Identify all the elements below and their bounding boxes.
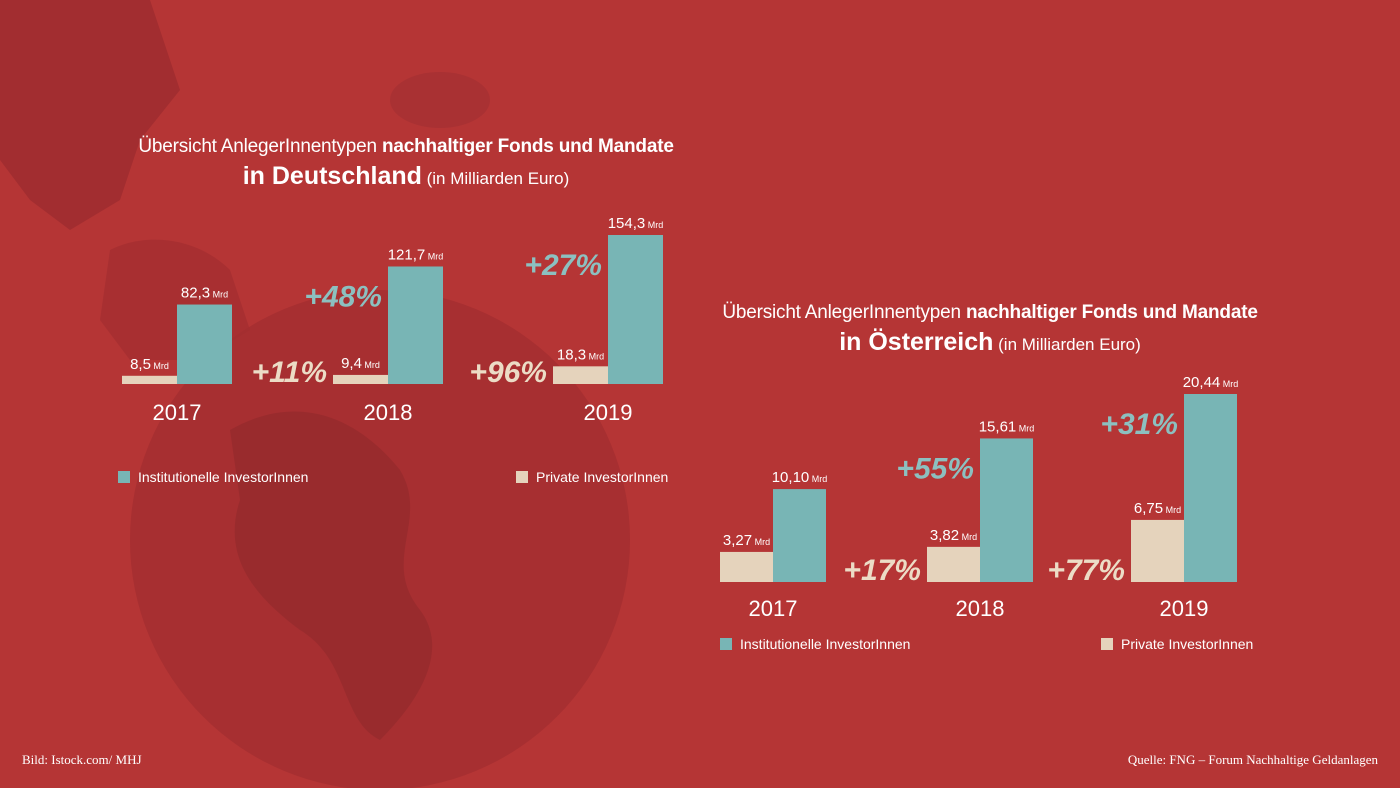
image-credit: Bild: Istock.com/ MHJ xyxy=(22,752,142,767)
value-label-institutional-2017: 10,10 Mrd xyxy=(772,469,828,486)
year-label-2017: 2017 xyxy=(153,400,202,425)
legend-swatch-private xyxy=(516,471,528,483)
germany-title: Übersicht AnlegerInnentypen nachhaltiger… xyxy=(106,136,706,191)
growth-label-private-2019: +96% xyxy=(469,356,547,389)
legend-swatch-institutional xyxy=(720,638,732,650)
value-label-private-2018: 9,4 Mrd xyxy=(341,355,380,372)
value-label-institutional-2019: 20,44 Mrd xyxy=(1183,374,1239,391)
growth-label-private-2019: +77% xyxy=(1047,554,1125,587)
growth-label-institutional-2018: +55% xyxy=(896,452,974,485)
legend-label-private: Private InvestorInnen xyxy=(1121,636,1253,652)
coin-shape xyxy=(390,72,490,128)
legend-label-institutional: Institutionelle InvestorInnen xyxy=(138,469,308,485)
bar-private-2017 xyxy=(122,375,177,384)
legend-swatch-institutional xyxy=(118,471,130,483)
value-label-private-2017: 8,5 Mrd xyxy=(130,356,169,373)
bar-institutional-2017 xyxy=(773,489,826,582)
bar-institutional-2018 xyxy=(388,266,443,384)
bar-institutional-2019 xyxy=(608,235,663,384)
growth-label-institutional-2019: +27% xyxy=(524,249,602,282)
growth-label-private-2018: +11% xyxy=(252,356,327,389)
legend-label-institutional: Institutionelle InvestorInnen xyxy=(740,636,910,652)
austria-title-line1: Übersicht AnlegerInnentypen nachhaltiger… xyxy=(722,302,1258,323)
bar-private-2017 xyxy=(720,551,773,582)
bar-institutional-2018 xyxy=(980,438,1033,582)
bar-private-2018 xyxy=(927,546,980,582)
germany-title-line1: Übersicht AnlegerInnentypen nachhaltiger… xyxy=(138,136,674,157)
hand-silhouette xyxy=(0,0,180,230)
value-label-institutional-2019: 154,3 Mrd xyxy=(608,215,664,232)
year-label-2018: 2018 xyxy=(364,400,413,425)
value-label-private-2018: 3,82 Mrd xyxy=(930,527,977,544)
year-label-2018: 2018 xyxy=(956,596,1005,621)
legend-label-private: Private InvestorInnen xyxy=(536,469,668,485)
bar-private-2018 xyxy=(333,374,388,384)
value-label-private-2017: 3,27 Mrd xyxy=(723,532,770,549)
austria-title-line2: in Österreich (in Milliarden Euro) xyxy=(839,328,1141,356)
value-label-institutional-2017: 82,3 Mrd xyxy=(181,285,228,302)
value-label-institutional-2018: 121,7 Mrd xyxy=(388,246,444,263)
germany-title-line2: in Deutschland (in Milliarden Euro) xyxy=(242,162,570,190)
value-label-private-2019: 18,3 Mrd xyxy=(557,346,604,363)
source-credit: Quelle: FNG – Forum Nachhaltige Geldanla… xyxy=(1127,752,1378,767)
bar-private-2019 xyxy=(553,366,608,384)
growth-label-private-2018: +17% xyxy=(843,554,921,587)
growth-label-institutional-2018: +48% xyxy=(304,280,382,313)
bar-institutional-2017 xyxy=(177,304,232,384)
continent-shape xyxy=(230,411,433,740)
bar-institutional-2019 xyxy=(1184,394,1237,582)
growth-label-institutional-2019: +31% xyxy=(1100,408,1178,441)
bar-private-2019 xyxy=(1131,519,1184,582)
year-label-2017: 2017 xyxy=(749,596,798,621)
austria-title: Übersicht AnlegerInnentypen nachhaltiger… xyxy=(690,302,1290,357)
year-label-2019: 2019 xyxy=(1160,596,1209,621)
value-label-private-2019: 6,75 Mrd xyxy=(1134,500,1181,517)
year-label-2019: 2019 xyxy=(584,400,633,425)
value-label-institutional-2018: 15,61 Mrd xyxy=(979,418,1035,435)
legend-swatch-private xyxy=(1101,638,1113,650)
